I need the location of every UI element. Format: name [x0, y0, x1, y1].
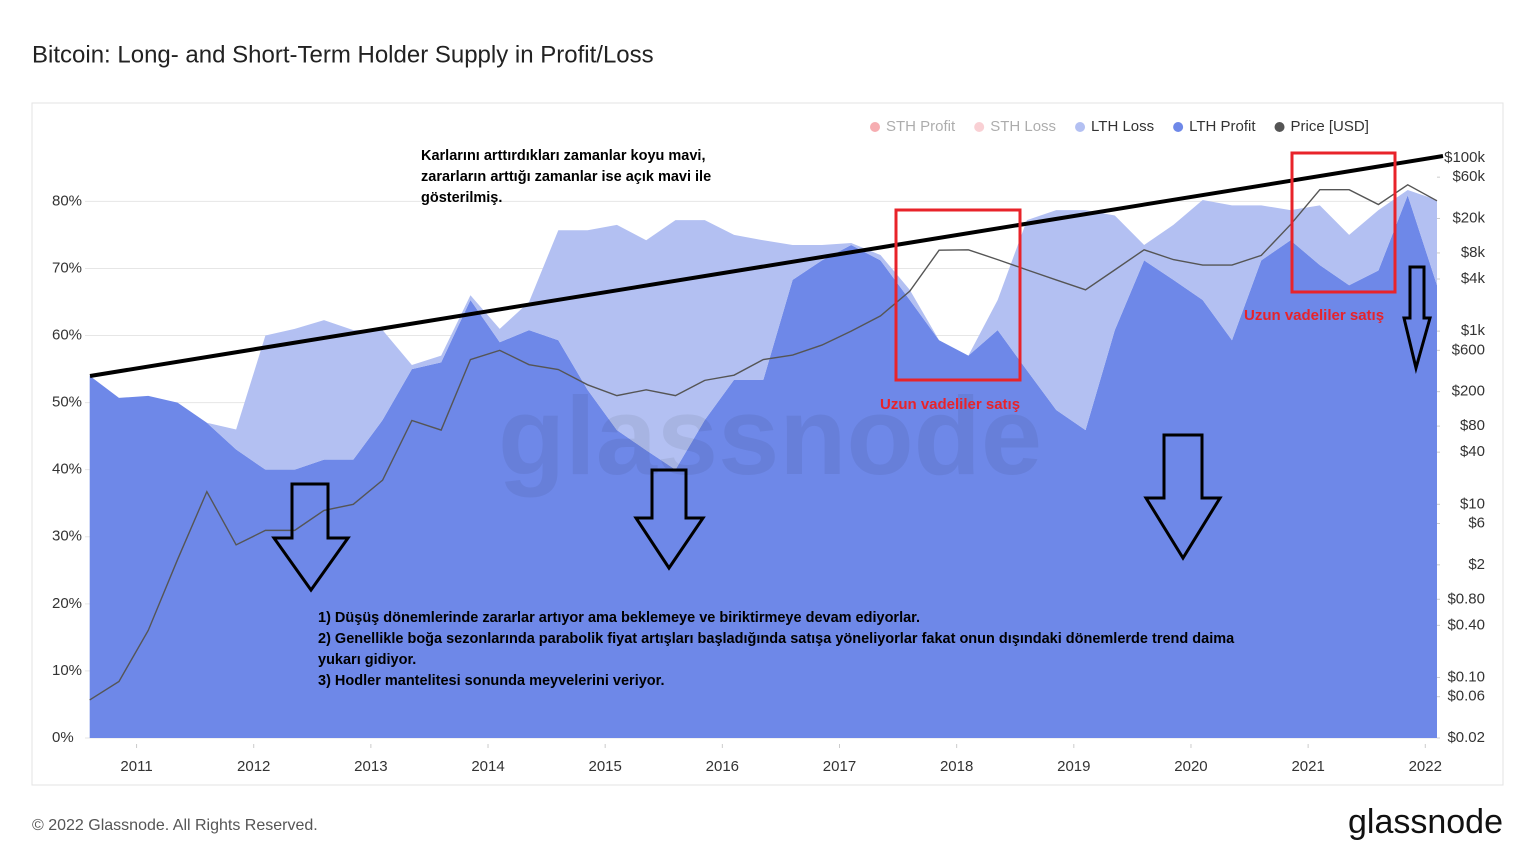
y-tick-label: 80% — [52, 192, 82, 209]
annotation: Uzun vadeliler satış — [880, 396, 1020, 413]
y-tick-label: 70% — [52, 259, 82, 276]
y-tick-label: 20% — [52, 595, 82, 612]
arrows — [271, 265, 1432, 593]
y2-tick-label: $2 — [1468, 556, 1485, 573]
annotation: 1) Düşüş dönemlerinde zararlar artıyor a… — [318, 610, 920, 626]
y2-tick-label: $100k — [1444, 149, 1485, 166]
arrow — [1143, 433, 1223, 561]
annotation: 2) Genellikle boğa sezonlarında paraboli… — [318, 631, 1235, 647]
highlight-box — [894, 208, 1022, 382]
trend-line — [89, 154, 1444, 378]
x-tick-label: 2022 — [1409, 758, 1442, 775]
watermark: glassnode — [498, 375, 1042, 498]
y2-tick-label: $0.80 — [1447, 590, 1485, 607]
x-tick-label: 2016 — [706, 758, 739, 775]
arrow — [271, 482, 351, 593]
y2-tick-label: $8k — [1461, 244, 1486, 261]
y-tick-label: 30% — [52, 528, 82, 545]
legend-label: LTH Loss — [1091, 118, 1154, 135]
x-tick-label: 2012 — [237, 758, 270, 775]
arrow — [633, 468, 706, 571]
y2-tick-label: $0.02 — [1447, 729, 1485, 746]
area — [89, 195, 1438, 738]
y-tick-label: 50% — [52, 394, 82, 411]
legend-label: STH Loss — [990, 118, 1056, 135]
arrow — [1402, 265, 1432, 374]
x-tick-label: 2020 — [1174, 758, 1207, 775]
y2-tick-label: $40 — [1460, 443, 1485, 460]
x-tick-label: 2015 — [588, 758, 621, 775]
y2-tick-label: $10 — [1460, 495, 1485, 512]
x-tick-label: 2014 — [471, 758, 504, 775]
legend-marker — [974, 122, 985, 132]
x-tick-label: 2018 — [940, 758, 973, 775]
chart-frame — [31, 102, 1504, 786]
legend-label: LTH Profit — [1189, 118, 1256, 135]
y2-tick-label: $0.40 — [1447, 616, 1485, 633]
legend-label: STH Profit — [886, 118, 956, 135]
y-tick-label: 0% — [52, 729, 74, 746]
area — [89, 189, 1438, 470]
annotation: gösterilmiş. — [421, 190, 502, 206]
y2-tick-label: $0.06 — [1447, 688, 1485, 705]
annotation: yukarı gidiyor. — [318, 652, 416, 668]
annotation: Uzun vadeliler satış — [1244, 307, 1384, 324]
y2-tick-label: $80 — [1460, 417, 1485, 434]
price-line — [89, 183, 1438, 701]
legend: STH Profit STH Loss LTH Loss LTH Profit Pric… — [870, 118, 1369, 135]
y2-tick-label: $600 — [1452, 341, 1485, 358]
brand-logo: glassnode — [1348, 803, 1503, 841]
y-tick-label: 60% — [52, 326, 82, 343]
y-tick-label: 10% — [52, 662, 82, 679]
y2-tick-label: $6 — [1468, 514, 1485, 531]
footer: © 2022 Glassnode. All Rights Reserved. — [32, 817, 318, 834]
highlight-box — [1290, 151, 1397, 294]
chart-title: Bitcoin: Long- and Short-Term Holder Sup… — [32, 41, 654, 68]
legend-marker — [870, 122, 880, 132]
x-tick-label: 2019 — [1057, 758, 1090, 775]
legend-marker — [1274, 122, 1285, 132]
annotation: 3) Hodler mantelitesi sonunda meyvelerin… — [318, 673, 665, 689]
y2-tick-label: $20k — [1452, 209, 1485, 226]
x-tick-label: 2021 — [1291, 758, 1324, 775]
y2-tick-label: $200 — [1452, 383, 1485, 400]
axes: 0% 10% 20% 30% 40% 50% 60% 70% 80% $0.02 $0.06 $0.1… — [52, 149, 1485, 775]
legend-marker — [1075, 122, 1086, 132]
lines — [89, 183, 1438, 701]
legend-marker — [1173, 122, 1184, 132]
annotation: zararların arttığı zamanlar ise açık mav… — [421, 169, 711, 185]
x-tick-label: 2011 — [120, 758, 152, 775]
areas — [89, 189, 1438, 738]
legend-label: Price [USD] — [1291, 118, 1369, 135]
x-tick-label: 2013 — [354, 758, 387, 775]
y2-tick-label: $60k — [1452, 168, 1485, 185]
annotation: Karlarını arttırdıkları zamanlar koyu ma… — [421, 148, 705, 164]
y2-tick-label: $1k — [1461, 322, 1486, 339]
y-tick-label: 40% — [52, 461, 82, 478]
y2-tick-label: $4k — [1461, 270, 1486, 287]
y2-tick-label: $0.10 — [1447, 668, 1485, 685]
x-tick-label: 2017 — [823, 758, 856, 775]
